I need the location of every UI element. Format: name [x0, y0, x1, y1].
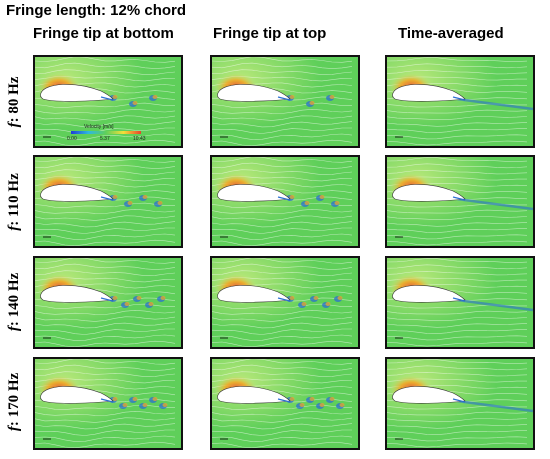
- frequency-symbol: f: [6, 122, 22, 128]
- flow-panel-80hz-tip-bottom: [33, 55, 183, 148]
- flow-panel-80hz-time-averaged: [385, 55, 535, 148]
- flow-panel-110hz-tip-top: [210, 155, 360, 248]
- row-label-80hz: f: 80 Hz: [5, 52, 23, 152]
- flow-panel-170hz-tip-bottom: [33, 357, 183, 450]
- flow-panel-110hz-time-averaged: [385, 155, 535, 248]
- row-label-170hz: f: 170 Hz: [5, 352, 23, 452]
- row-label-110hz: f: 110 Hz: [5, 152, 23, 252]
- flow-panel-110hz-tip-bottom: [33, 155, 183, 248]
- flow-panel-140hz-tip-bottom: [33, 256, 183, 349]
- flow-panel-80hz-tip-top: [210, 55, 360, 148]
- frequency-value: : 110 Hz: [6, 173, 22, 226]
- colorbar-tick-mid: 5.37: [100, 136, 110, 142]
- frequency-symbol: f: [6, 426, 22, 432]
- colorbar-tick-min: 0.00: [67, 136, 77, 142]
- flow-panel-140hz-tip-top: [210, 256, 360, 349]
- frequency-value: : 170 Hz: [6, 372, 22, 427]
- row-label-140hz: f: 140 Hz: [5, 252, 23, 352]
- frequency-symbol: f: [6, 326, 22, 332]
- column-header-time-averaged: Time-averaged: [398, 25, 504, 42]
- colorbar-title: Velocity [m/s]: [84, 124, 114, 130]
- column-header-fringe-tip-bottom: Fringe tip at bottom: [33, 25, 174, 42]
- flow-panel-170hz-time-averaged: [385, 357, 535, 450]
- frequency-value: : 140 Hz: [6, 272, 22, 327]
- column-header-fringe-tip-top: Fringe tip at top: [213, 25, 327, 42]
- flow-panel-140hz-time-averaged: [385, 256, 535, 349]
- frequency-value: : 80 Hz: [6, 76, 22, 123]
- flow-panel-170hz-tip-top: [210, 357, 360, 450]
- colorbar-tick-max: 10.43: [133, 136, 146, 142]
- figure-title: Fringe length: 12% chord: [6, 2, 187, 19]
- frequency-symbol: f: [6, 225, 22, 231]
